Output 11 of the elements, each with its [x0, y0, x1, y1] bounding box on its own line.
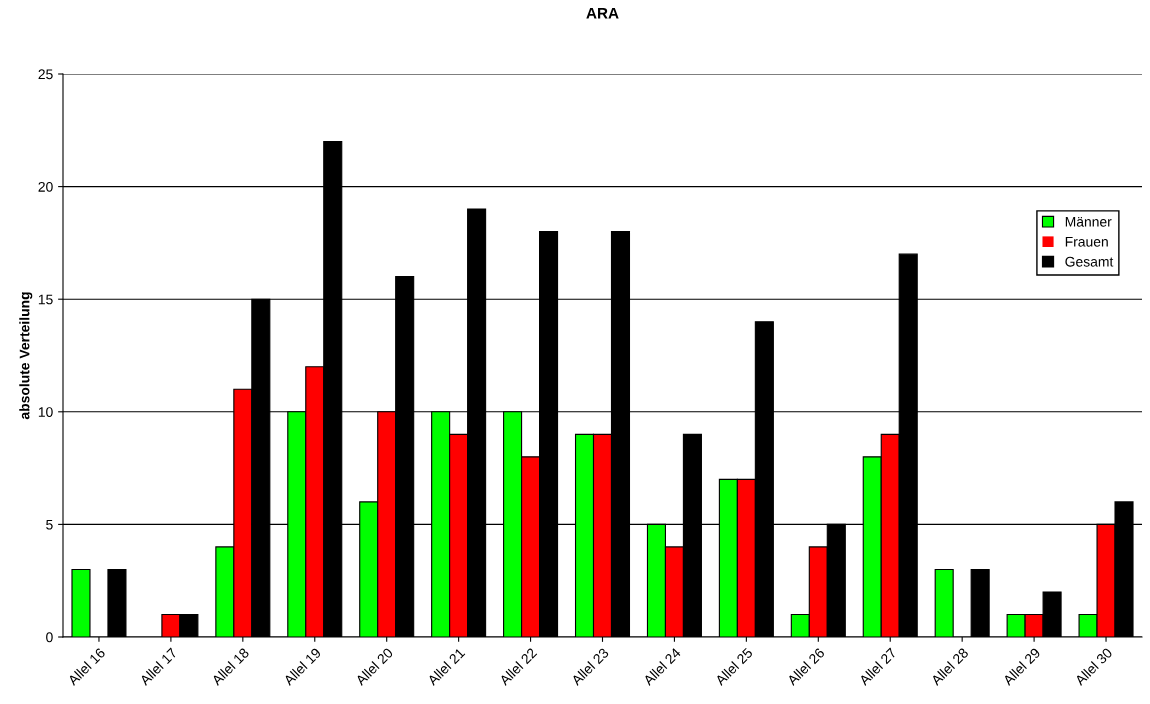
legend-label: Frauen — [1065, 236, 1108, 247]
y-tick-label: 0 — [46, 632, 53, 643]
y-tick-label: 5 — [46, 519, 53, 530]
y-tick-label: 15 — [38, 294, 53, 305]
chart-title: ARA — [586, 7, 619, 19]
y-tick-label: 20 — [38, 181, 53, 192]
y-tick-label: 25 — [38, 69, 53, 80]
legend-label: Gesamt — [1065, 256, 1114, 267]
y-axis-title: absolute Verteilung — [19, 292, 33, 420]
y-tick-label: 10 — [38, 407, 53, 417]
legend-label: Männer — [1065, 217, 1112, 227]
